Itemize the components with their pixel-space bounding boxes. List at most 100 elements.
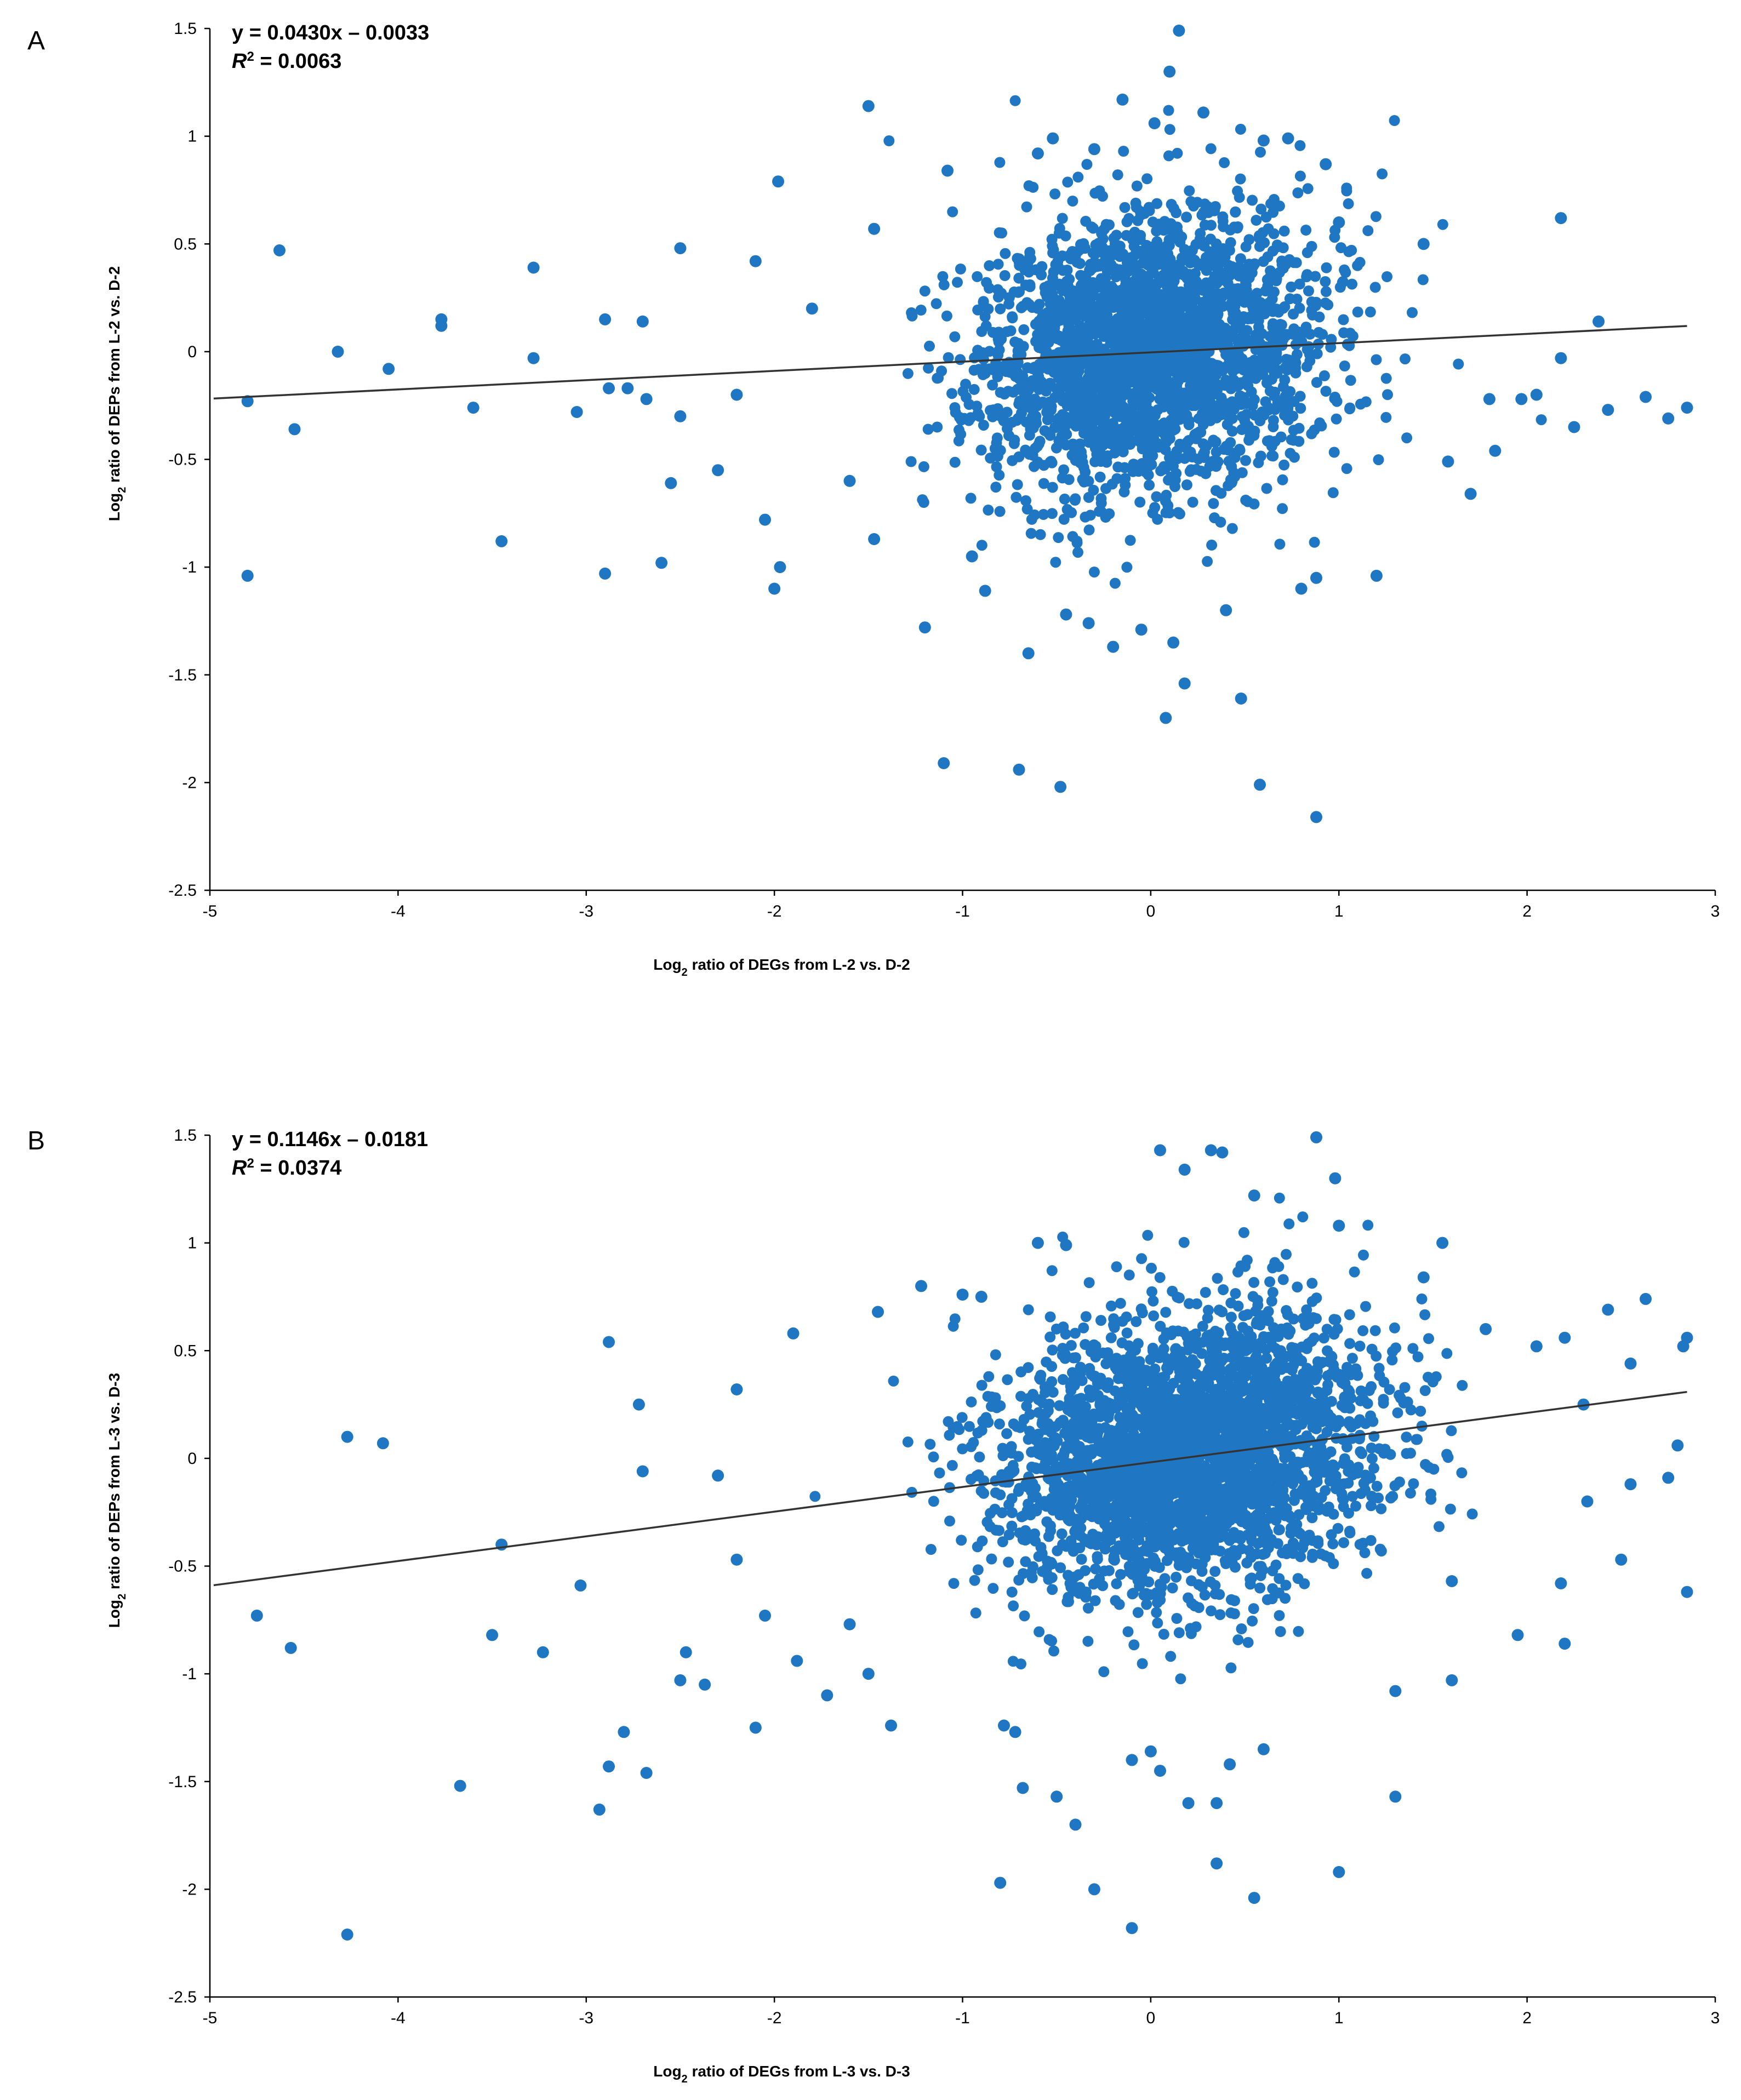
data-point [1152, 353, 1164, 365]
data-point [1267, 318, 1278, 329]
data-point [1175, 1673, 1186, 1685]
data-point [1163, 474, 1174, 486]
y-tick-label: 0 [187, 343, 197, 361]
data-point [1535, 414, 1547, 426]
data-point [1366, 1453, 1378, 1464]
data-point [1240, 241, 1252, 253]
data-point [1040, 1387, 1051, 1398]
data-point [991, 461, 1002, 472]
data-point [1110, 263, 1121, 274]
data-point [1288, 1313, 1299, 1325]
data-point [1281, 1305, 1292, 1316]
data-point [983, 505, 994, 516]
data-point [1042, 414, 1053, 426]
data-point [1135, 268, 1147, 280]
data-point [1057, 472, 1068, 484]
data-point [1240, 455, 1251, 466]
data-point [1277, 262, 1289, 274]
data-point [978, 353, 989, 365]
data-point [1119, 462, 1131, 473]
data-point [1292, 1281, 1303, 1293]
data-point [1207, 294, 1218, 306]
data-point [1034, 328, 1046, 339]
data-point [1218, 221, 1229, 232]
data-point [1135, 623, 1148, 636]
data-point [1360, 1301, 1371, 1312]
data-point [934, 1467, 945, 1479]
data-point [1343, 1466, 1354, 1477]
data-point [1036, 269, 1047, 281]
data-point [1051, 442, 1062, 454]
data-point [1555, 212, 1567, 225]
data-point [1237, 398, 1249, 410]
x-tick-label: 3 [1711, 902, 1720, 920]
x-tick-label: 1 [1334, 902, 1344, 920]
data-point [1278, 225, 1290, 237]
data-point [994, 506, 1006, 517]
data-point [1047, 482, 1058, 493]
data-point [1060, 608, 1072, 621]
data-point [955, 354, 966, 365]
data-point [1226, 426, 1238, 437]
data-point [1252, 1300, 1264, 1311]
data-point [925, 1544, 937, 1555]
data-point [1059, 493, 1070, 505]
data-point [1142, 1546, 1154, 1557]
data-point [1144, 405, 1155, 416]
data-point [1202, 556, 1213, 567]
data-point [1341, 185, 1352, 197]
data-point [984, 346, 995, 357]
y-tick-label: -1 [182, 558, 197, 576]
data-point [1122, 1626, 1134, 1638]
data-point [1229, 471, 1241, 482]
data-point [1080, 1339, 1091, 1350]
data-point [1170, 406, 1181, 417]
data-point [1046, 358, 1057, 370]
data-point [1198, 298, 1210, 310]
data-point [1241, 374, 1253, 385]
data-point [1174, 310, 1186, 322]
data-point [1269, 386, 1281, 398]
data-point [1013, 763, 1025, 776]
data-point [1337, 277, 1348, 288]
data-point [923, 362, 934, 374]
data-point [1173, 24, 1185, 37]
data-point [1019, 1610, 1030, 1622]
data-point [1268, 365, 1280, 377]
data-point [1382, 271, 1392, 282]
data-point [1030, 414, 1041, 426]
data-point [1072, 171, 1084, 183]
data-point [1044, 1311, 1056, 1323]
data-point [1242, 1325, 1254, 1337]
data-point [1137, 1449, 1148, 1460]
data-point [905, 456, 917, 467]
data-point [768, 582, 781, 595]
data-point [1022, 647, 1035, 660]
data-point [1154, 274, 1165, 286]
data-point [1294, 140, 1306, 151]
data-point [1166, 199, 1177, 210]
y-tick-label: -1.5 [168, 666, 197, 684]
data-point [1029, 394, 1041, 406]
data-point [1007, 311, 1018, 323]
data-point [1108, 232, 1120, 244]
data-point [1118, 146, 1129, 157]
data-point [1178, 296, 1190, 308]
data-point [1135, 323, 1146, 334]
data-point [1254, 241, 1265, 252]
data-point [467, 402, 480, 414]
data-point [1083, 1277, 1095, 1289]
data-point [1233, 349, 1244, 361]
data-point [1118, 375, 1130, 387]
data-point [994, 227, 1005, 238]
data-point [961, 392, 972, 403]
data-point [1339, 264, 1350, 276]
x-axis-title: Log2 ratio of DEGs from L-2 vs. D-2 [653, 956, 910, 979]
data-point [1229, 221, 1240, 233]
data-point [1456, 1467, 1468, 1479]
data-point [976, 1380, 987, 1391]
data-point [956, 1535, 967, 1546]
data-point [1160, 712, 1172, 724]
data-point [1000, 248, 1011, 259]
data-point [1375, 1503, 1387, 1514]
